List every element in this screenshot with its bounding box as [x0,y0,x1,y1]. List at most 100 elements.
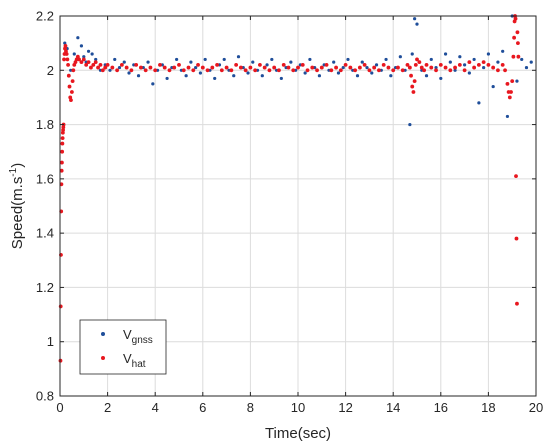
x-tick-label: 8 [247,400,254,415]
gnss-point [355,74,360,78]
hat-point [69,98,73,103]
hat-point [286,65,291,70]
hat-point [60,141,65,146]
x-tick-label: 0 [56,400,63,415]
x-tick-label: 4 [152,400,159,415]
hat-point [119,62,124,67]
gnss-point [113,57,117,62]
gnss-point [365,65,369,70]
x-tick-label: 10 [291,400,305,415]
gnss-point [429,57,433,62]
gnss-point [265,63,269,67]
hat-point [510,79,515,84]
hat-point [98,62,103,67]
hat-point [59,168,64,173]
hat-point [429,65,434,70]
hat-point [200,65,205,70]
gnss-point [289,60,293,64]
hat-point [191,68,196,73]
gnss-point [434,65,438,70]
hat-point [507,95,512,100]
gnss-point [472,57,476,62]
y-tick-label: 0.8 [36,389,54,404]
gnss-point [439,76,443,81]
hat-point [58,304,63,309]
gnss-point [94,57,98,62]
hat-point [148,65,153,70]
gnss-point [317,74,322,78]
hat-point [334,65,338,70]
gnss-point [203,57,207,62]
hat-point [381,62,386,67]
hat-point [64,52,69,56]
hat-point [514,236,519,241]
hat-point [248,65,253,70]
gnss-point [524,65,529,70]
x-tick-label: 14 [386,400,400,415]
hat-point [412,79,417,84]
gnss-point [453,68,457,72]
hat-point [60,149,65,154]
hat-point [513,16,518,21]
hat-point [110,65,115,70]
hat-point [281,62,286,67]
gnss-point [146,60,150,64]
hat-point [472,65,477,70]
hat-point [62,57,66,62]
hat-point [105,62,110,67]
gnss-point [213,76,217,81]
hat-point [315,68,319,73]
hat-point [93,60,98,65]
x-tick-label: 12 [338,400,352,415]
hat-point [210,65,215,70]
hat-point [277,68,281,73]
hat-point [516,41,520,46]
gnss-point [222,57,226,62]
gnss-point [303,71,307,75]
hat-point [405,62,410,67]
hat-point [267,68,272,73]
hat-point [338,68,343,73]
gnss-point [279,76,283,81]
gnss-point [505,114,510,119]
hat-point [500,62,505,67]
gnss-point [341,65,345,70]
legend-label-hat-sub: hat [132,359,146,370]
hat-point [96,65,100,70]
hat-point [362,62,367,67]
hat-point [224,65,229,70]
hat-point [243,68,248,73]
gnss-point [165,76,169,81]
gnss-point [408,122,412,127]
gnss-point [251,60,255,64]
y-axis-label-text: Speed(m.s [9,177,26,250]
hat-point [196,62,200,67]
gnss-point [246,71,250,75]
hat-point [181,68,186,73]
hat-point [515,30,520,35]
legend-marker-gnss [101,332,105,336]
gnss-point [370,71,374,75]
hat-point [167,68,172,73]
hat-point [253,68,258,73]
ticks [59,15,537,397]
hat-point [512,35,516,40]
hat-point [411,90,416,94]
y-tick-label: 2 [47,63,54,78]
hat-point [205,68,210,73]
gnss-point [184,74,188,78]
hat-point [400,68,405,73]
gnss-point [308,57,312,62]
hat-point [413,62,418,67]
y-tick-label: 1 [47,334,54,349]
hat-point [77,57,81,62]
legend-box [79,319,167,375]
hat-point [100,68,105,73]
gnss-point [374,63,379,67]
hat-point [396,65,400,70]
gnss-point [90,52,94,56]
x-tick-label: 18 [481,400,495,415]
gnss-point [482,65,486,70]
x-tick-label: 20 [529,400,543,415]
hat-point [310,65,315,70]
